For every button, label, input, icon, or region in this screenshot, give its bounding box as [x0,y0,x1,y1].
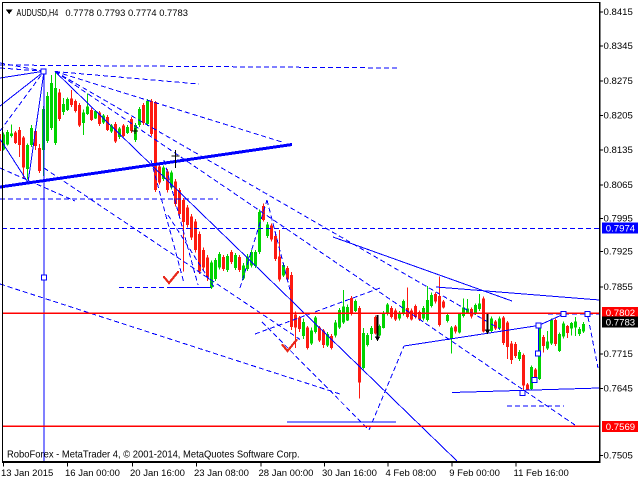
svg-text:0.7974: 0.7974 [606,224,636,235]
svg-text:11 Feb 16:00: 11 Feb 16:00 [514,468,569,479]
svg-text:30 Jan 16:00: 30 Jan 16:00 [322,468,377,479]
svg-text:16 Jan 00:00: 16 Jan 00:00 [65,468,120,479]
svg-text:28 Jan 00:00: 28 Jan 00:00 [259,468,314,479]
svg-text:4 Feb 08:00: 4 Feb 08:00 [386,468,437,479]
svg-text:0.7715: 0.7715 [604,349,633,360]
svg-text:0.8275: 0.8275 [604,76,633,87]
svg-text:0.8345: 0.8345 [604,41,633,52]
svg-text:0.8135: 0.8135 [604,145,633,156]
svg-text:0.7925: 0.7925 [604,247,633,258]
svg-text:0.8415: 0.8415 [604,7,633,18]
svg-text:0.7802: 0.7802 [606,308,635,319]
svg-text:0.7778 0.7793 0.7774 0.7783: 0.7778 0.7793 0.7774 0.7783 [65,7,188,18]
svg-text:13 Jan 2015: 13 Jan 2015 [1,468,53,479]
svg-text:9 Feb 00:00: 9 Feb 00:00 [449,468,500,479]
svg-text:0.7855: 0.7855 [604,282,633,293]
svg-text:0.7783: 0.7783 [606,317,635,328]
svg-text:0.7995: 0.7995 [604,213,633,224]
svg-text:20 Jan 16:00: 20 Jan 16:00 [130,468,185,479]
svg-text:0.7505: 0.7505 [604,451,633,462]
svg-text:AUDUSD,H4: AUDUSD,H4 [17,7,59,18]
svg-text:0.7569: 0.7569 [606,422,635,433]
svg-text:0.8065: 0.8065 [604,180,633,191]
svg-text:0.8205: 0.8205 [604,111,633,122]
svg-text:RoboForex - MetaTrader 4, © 20: RoboForex - MetaTrader 4, © 2001-2014, M… [7,449,300,460]
svg-text:23 Jan 08:00: 23 Jan 08:00 [194,468,249,479]
svg-text:0.7645: 0.7645 [604,383,633,394]
